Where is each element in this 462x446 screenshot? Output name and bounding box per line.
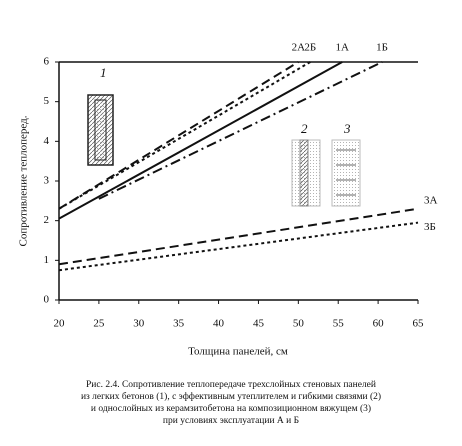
series-label: 1Б [376,42,388,54]
y-tick-label: 1 [44,254,50,266]
y-tick-label: 2 [44,214,50,226]
caption-line: и однослойных из керамзитобетона на комп… [91,403,371,414]
x-tick-label: 60 [373,318,385,330]
line [58,61,343,220]
x-tick-label: 35 [173,318,185,330]
series-label: 2Б [304,42,316,54]
series-label: 2А [292,42,306,54]
line [58,207,419,266]
annotation: 3 [343,121,351,136]
x-tick-label: 50 [293,318,305,330]
x-tick-label: 40 [213,318,225,330]
panel-icon-2 [291,139,321,207]
panel-icon-3 [331,139,361,207]
x-tick-label: 45 [253,318,265,330]
y-tick-label: 3 [44,175,50,187]
series-label: 3Б [424,221,436,233]
x-tick-label: 25 [93,318,105,330]
line [98,61,383,200]
series-label: 1А [335,42,349,54]
y-tick-label: 5 [44,95,50,107]
caption-line: из легких бетонов (1), с эффективным уте… [81,391,381,402]
line [58,61,311,210]
x-tick-label: 55 [333,318,345,330]
line [58,61,299,210]
annotation: 1 [100,65,107,80]
x-tick-label: 20 [54,318,66,330]
annotation: 2 [301,121,308,136]
y-axis-label: Сопротивление теплоперед. [18,115,30,246]
caption-line: Рис. 2.4. Сопротивление теплопередаче тр… [86,379,376,390]
x-tick-label: 65 [413,318,425,330]
line [58,221,419,272]
y-tick-label: 4 [44,135,50,147]
caption-line: при условиях эксплуатации А и Б [163,416,299,426]
y-tick-label: 0 [44,294,50,306]
y-tick-label: 6 [44,56,50,68]
x-tick-label: 30 [133,318,145,330]
x-axis-label: Толщина панелей, см [188,346,288,358]
series-label: 3А [424,194,438,206]
panel-icon-1 [87,94,114,166]
